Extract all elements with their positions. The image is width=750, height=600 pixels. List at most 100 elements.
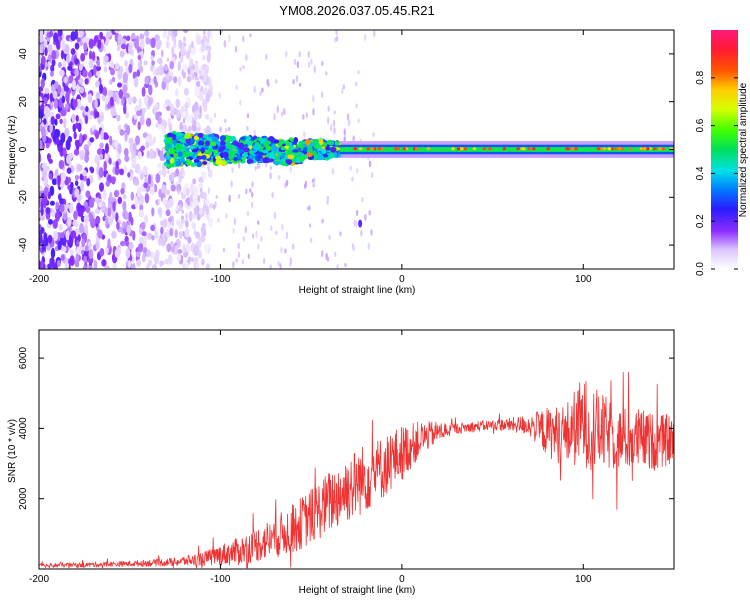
heatmap-hotspot bbox=[658, 147, 662, 151]
heatmap-scatter-cell bbox=[67, 184, 71, 191]
heatmap-scatter-cell bbox=[39, 34, 44, 43]
heatmap-hotspot bbox=[521, 147, 526, 151]
heatmap-faint-cell bbox=[162, 147, 166, 155]
heatmap-faint-cell bbox=[249, 188, 252, 193]
heatmap-scatter-cell bbox=[52, 90, 58, 100]
heatmap-scatter-cell bbox=[128, 63, 133, 74]
heatmap-faint-cell bbox=[276, 105, 279, 114]
heatmap-faint-cell bbox=[372, 132, 375, 138]
heatmap-scatter-cell bbox=[65, 91, 70, 102]
heatmap-faint-cell bbox=[177, 188, 180, 195]
heatmap-faint-cell bbox=[283, 107, 286, 116]
heatmap-band-core bbox=[338, 147, 674, 152]
heatmap-scatter-cell bbox=[181, 218, 186, 224]
heatmap-scatter-cell bbox=[54, 118, 58, 126]
heatmap-scatter-cell bbox=[155, 173, 161, 184]
heatmap-scatter-cell bbox=[139, 116, 145, 126]
heatmap-hotspot bbox=[402, 147, 407, 151]
heatmap-scatter-cell bbox=[208, 220, 213, 229]
heatmap-scatter-cell bbox=[158, 169, 163, 176]
heatmap-scatter-cell bbox=[117, 196, 123, 205]
heatmap-faint-cell bbox=[332, 119, 336, 127]
heatmap-hotspot bbox=[366, 147, 371, 151]
heatmap-xtick-label: -200 bbox=[29, 274, 49, 285]
heatmap-scatter-cell bbox=[163, 30, 168, 37]
heatmap-faint-cell bbox=[244, 226, 248, 234]
heatmap-scatter-cell bbox=[201, 63, 208, 71]
snr-frame bbox=[38, 329, 675, 570]
heatmap-hotspot bbox=[451, 147, 455, 151]
heatmap-faint-cell bbox=[307, 206, 310, 211]
heatmap-faint-cell bbox=[228, 34, 231, 43]
snr-ylabel: SNR (10 * v/v) bbox=[7, 419, 18, 483]
heatmap-scatter-cell bbox=[57, 145, 63, 153]
heatmap-faint-cell bbox=[228, 194, 231, 203]
heatmap-faint-cell bbox=[296, 61, 300, 69]
heatmap-scatter-cell bbox=[109, 67, 116, 76]
heatmap-scatter-cell bbox=[111, 76, 116, 83]
heatmap-faint-cell bbox=[326, 195, 330, 201]
heatmap-faint-cell bbox=[235, 258, 238, 263]
heatmap-faint-cell bbox=[239, 100, 242, 106]
heatmap-scatter-cell bbox=[143, 60, 148, 66]
heatmap-scatter-cell bbox=[45, 207, 51, 215]
heatmap-band-cell bbox=[314, 142, 321, 147]
heatmap-scatter-cell bbox=[108, 157, 112, 165]
heatmap-band-cell bbox=[302, 146, 308, 152]
heatmap-scatter-cell bbox=[75, 114, 79, 122]
heatmap-faint-cell bbox=[280, 246, 283, 254]
heatmap-scatter-cell bbox=[74, 68, 79, 77]
heatmap-scatter-cell bbox=[206, 53, 211, 64]
heatmap-faint-cell bbox=[237, 162, 241, 169]
heatmap-faint-cell bbox=[302, 113, 305, 120]
heatmap-scatter-cell bbox=[157, 162, 162, 168]
heatmap-scatter-cell bbox=[88, 38, 94, 49]
heatmap-band-cell bbox=[222, 151, 229, 158]
heatmap-band-cell bbox=[280, 158, 286, 163]
heatmap-scatter-cell bbox=[175, 88, 179, 97]
heatmap-faint-cell bbox=[370, 229, 373, 236]
heatmap-faint-cell bbox=[310, 58, 313, 65]
heatmap-faint-cell bbox=[182, 230, 185, 237]
heatmap-faint-cell bbox=[261, 87, 264, 93]
heatmap-scatter-cell bbox=[138, 98, 142, 109]
heatmap-scatter-cell bbox=[57, 231, 61, 240]
heatmap-scatter-cell bbox=[142, 165, 148, 176]
heatmap-scatter-cell bbox=[101, 95, 106, 102]
heatmap-faint-cell bbox=[181, 209, 184, 214]
heatmap-scatter-cell bbox=[85, 205, 90, 214]
heatmap-faint-cell bbox=[245, 53, 248, 62]
heatmap-band-cell bbox=[169, 147, 176, 154]
heatmap-faint-cell bbox=[368, 210, 371, 216]
heatmap-faint-cell bbox=[214, 200, 217, 208]
heatmap-scatter-cell bbox=[95, 65, 102, 72]
heatmap-scatter-cell bbox=[44, 87, 50, 95]
heatmap-scatter-cell bbox=[119, 50, 125, 58]
heatmap-scatter-cell bbox=[84, 245, 89, 252]
heatmap-scatter-cell bbox=[118, 168, 124, 176]
heatmap-band-cell bbox=[180, 157, 185, 163]
heatmap-faint-cell bbox=[367, 242, 371, 250]
heatmap-scatter-cell bbox=[166, 105, 171, 112]
heatmap-band-cell bbox=[285, 159, 293, 165]
heatmap-scatter-cell bbox=[145, 141, 150, 149]
heatmap-scatter-cell bbox=[113, 93, 118, 103]
heatmap-band-cell bbox=[231, 135, 236, 141]
heatmap-scatter-cell bbox=[133, 114, 138, 120]
heatmap-faint-cell bbox=[281, 223, 284, 231]
heatmap-scatter-cell bbox=[146, 150, 151, 159]
heatmap-scatter-cell bbox=[85, 149, 90, 157]
heatmap-faint-cell bbox=[191, 191, 194, 197]
heatmap-faint-cell bbox=[321, 60, 324, 67]
heatmap-scatter-cell bbox=[140, 145, 146, 151]
heatmap-scatter-cell bbox=[201, 191, 207, 200]
heatmap-scatter-cell bbox=[195, 205, 200, 213]
heatmap-faint-cell bbox=[328, 234, 331, 241]
heatmap-faint-cell bbox=[295, 74, 299, 83]
heatmap-band-cell bbox=[171, 133, 176, 140]
heatmap-scatter-cell bbox=[43, 38, 48, 48]
heatmap-scatter-cell bbox=[117, 124, 122, 132]
heatmap-scatter-cell bbox=[63, 76, 68, 84]
heatmap-faint-cell bbox=[307, 50, 310, 59]
heatmap-faint-cell bbox=[251, 181, 254, 188]
